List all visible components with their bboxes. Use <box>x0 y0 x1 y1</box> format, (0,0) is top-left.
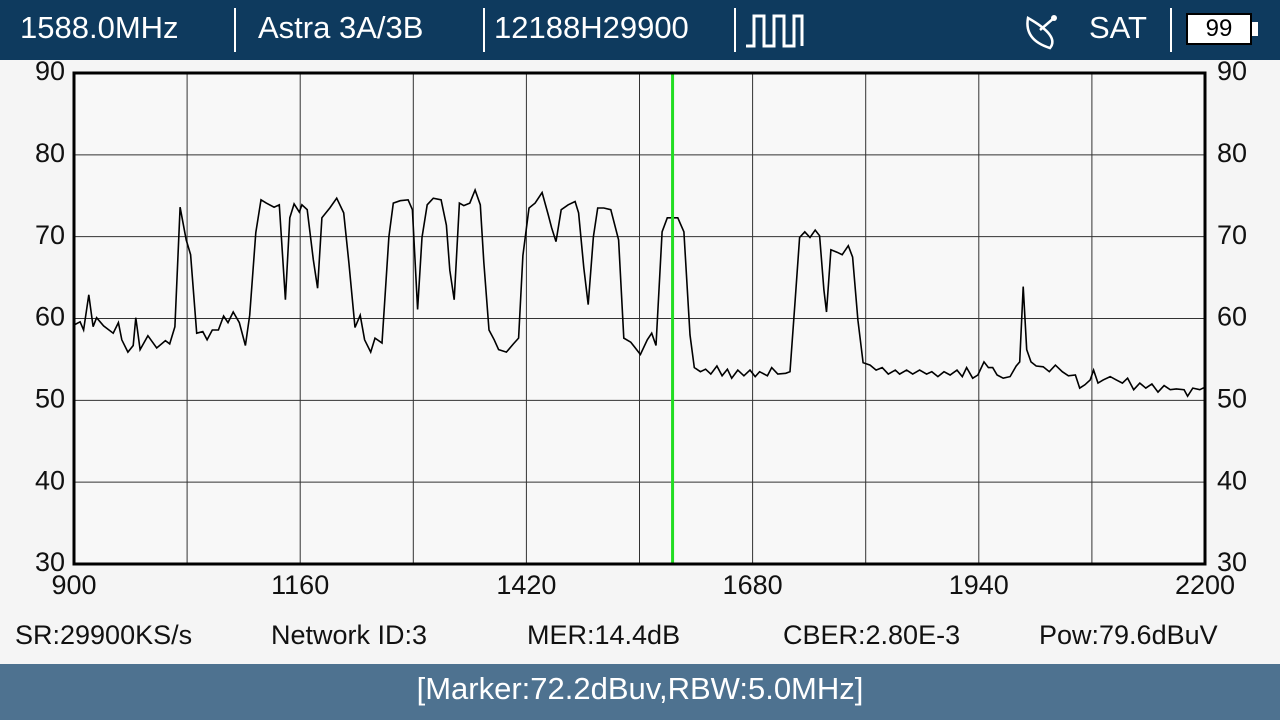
y-tick-label: 30 <box>35 547 65 577</box>
status-bar: SR:29900KS/s Network ID:3 MER:14.4dB CBE… <box>0 620 1280 656</box>
battery-tip <box>1252 22 1258 36</box>
x-tick-label: 1680 <box>723 570 783 600</box>
marker-bar: [Marker:72.2dBuv,RBW:5.0MHz] <box>0 664 1280 720</box>
y2-tick-label: 90 <box>1217 60 1247 86</box>
satellite: Astra 3A/3B <box>258 10 424 45</box>
x-tick-label: 1160 <box>271 570 329 600</box>
status-item: Pow:79.6dBuV <box>1039 620 1218 650</box>
y2-tick-label: 40 <box>1217 465 1247 495</box>
x-tick-label: 900 <box>51 570 96 600</box>
header-bar: 1588.0MHz Astra 3A/3B 12188H29900 SAT 99 <box>0 0 1280 60</box>
x-tick-label: 1940 <box>949 570 1009 600</box>
mode: SAT <box>1089 10 1147 45</box>
y-tick-label: 70 <box>35 220 65 250</box>
y2-tick-label: 30 <box>1217 547 1247 577</box>
battery: 99 <box>1186 13 1252 45</box>
y-tick-label: 90 <box>35 60 65 86</box>
x-tick-label: 2200 <box>1175 570 1235 600</box>
signal-icon <box>746 14 804 48</box>
status-item: MER:14.4dB <box>527 620 681 650</box>
separator <box>734 8 736 52</box>
y2-tick-label: 60 <box>1217 302 1247 332</box>
dish-icon <box>1026 15 1057 50</box>
status-item: Network ID:3 <box>271 620 428 650</box>
y-tick-label: 50 <box>35 383 65 413</box>
x-tick-label: 1420 <box>496 570 556 600</box>
separator <box>483 8 485 52</box>
plot-frame <box>72 71 1207 566</box>
y2-tick-label: 70 <box>1217 220 1247 250</box>
y-tick-label: 80 <box>35 138 65 168</box>
spectrum-trace <box>73 187 1206 398</box>
y2-tick-label: 80 <box>1217 138 1247 168</box>
separator <box>234 8 236 52</box>
status-item: SR:29900KS/s <box>15 620 193 650</box>
y-tick-label: 60 <box>35 302 65 332</box>
frequency: 1588.0MHz <box>20 10 179 45</box>
spectrum-chart: 30 30 40 40 50 50 60 60 70 70 80 80 90 90 900 1160 1420 1… <box>35 60 1247 600</box>
transponder: 12188H29900 <box>494 10 689 45</box>
separator <box>1170 8 1172 52</box>
status-item: CBER:2.80E-3 <box>783 620 961 650</box>
y2-tick-label: 50 <box>1217 383 1247 413</box>
y-tick-label: 40 <box>35 465 65 495</box>
